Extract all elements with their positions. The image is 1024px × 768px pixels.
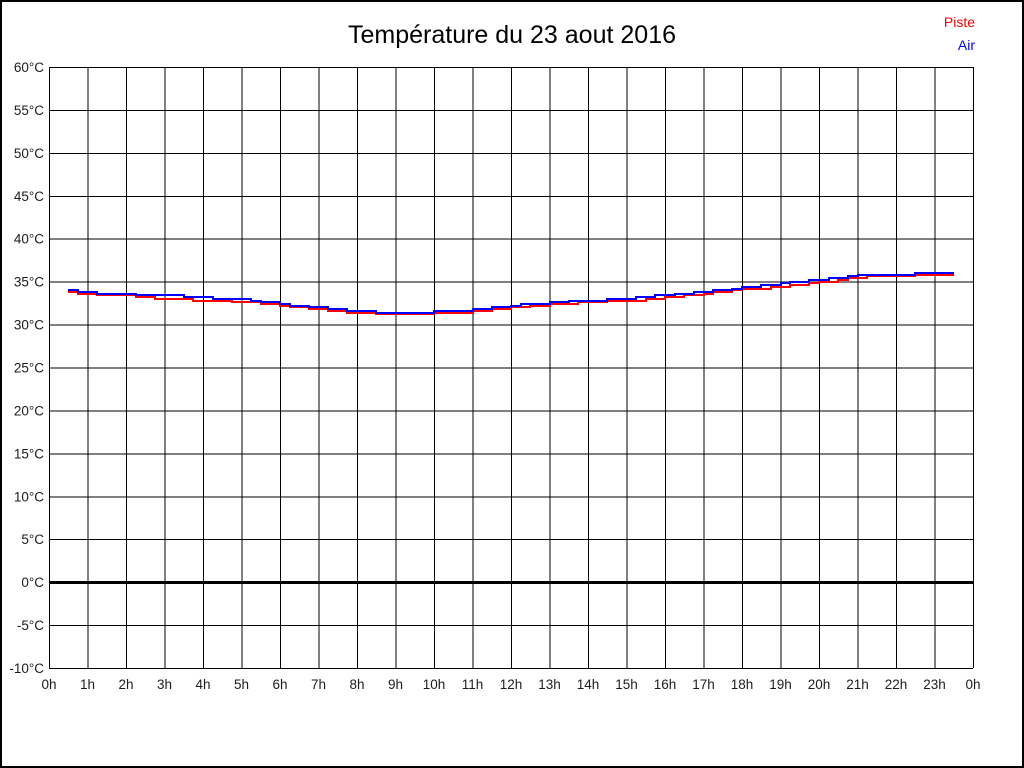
x-tick-label: 21h: [846, 677, 869, 692]
y-tick-label: -10°C: [9, 661, 44, 676]
legend-item-air: Air: [944, 34, 975, 57]
y-tick-label: 15°C: [14, 446, 44, 461]
grid: [49, 67, 974, 669]
x-tick-label: 3h: [157, 677, 172, 692]
x-tick-label: 5h: [234, 677, 249, 692]
series-line-air: [68, 271, 954, 315]
x-tick-label: 8h: [349, 677, 364, 692]
legend: Piste Air: [944, 11, 975, 57]
legend-label-air: Air: [957, 37, 975, 53]
y-tick-label: 30°C: [14, 318, 44, 333]
x-tick-label: 10h: [423, 677, 446, 692]
y-tick-label: 60°C: [14, 60, 44, 75]
x-tick-label: 15h: [615, 677, 638, 692]
y-tick-label: 40°C: [14, 232, 44, 247]
x-tick-label: 11h: [462, 677, 484, 692]
y-tick-label: 25°C: [14, 361, 44, 376]
x-tick-label: 18h: [731, 677, 754, 692]
x-tick-label: 9h: [388, 677, 403, 692]
legend-item-piste: Piste: [944, 11, 975, 34]
x-tick-label: 2h: [118, 677, 133, 692]
x-tick-label: 13h: [538, 677, 561, 692]
x-tick-label: 7h: [311, 677, 326, 692]
y-tick-label: 55°C: [14, 103, 44, 118]
y-tick-label: 0°C: [21, 575, 44, 590]
y-tick-label: 45°C: [14, 189, 44, 204]
x-tick-label: 19h: [769, 677, 792, 692]
x-tick-label: 6h: [272, 677, 287, 692]
x-tick-label: 12h: [500, 677, 523, 692]
legend-label-piste: Piste: [943, 14, 975, 30]
x-tick-label: 20h: [808, 677, 831, 692]
x-tick-label: 17h: [692, 677, 715, 692]
x-tick-label: 22h: [885, 677, 908, 692]
x-tick-label: 0h: [41, 677, 56, 692]
x-axis-labels: 0h 1h 2h 3h 4h 5h 6h 7h 8h 9h 10h 11h 12h 13h 14h 15h 16…: [41, 677, 980, 692]
x-tick-label: 23h: [923, 677, 946, 692]
x-tick-label: 4h: [195, 677, 210, 692]
y-tick-label: 10°C: [14, 489, 44, 504]
x-tick-label: 14h: [577, 677, 600, 692]
y-tick-label: 35°C: [14, 275, 44, 290]
chart-title: Température du 23 aout 2016: [347, 21, 676, 49]
x-tick-label: 0h: [965, 677, 980, 692]
y-tick-label: 50°C: [14, 146, 44, 161]
y-tick-label: 20°C: [14, 403, 44, 418]
x-tick-label: 16h: [654, 677, 677, 692]
y-tick-label: 5°C: [21, 532, 44, 547]
y-tick-label: -5°C: [17, 618, 44, 633]
x-tick-label: 1h: [80, 677, 95, 692]
y-axis-labels: 60°C 55°C 50°C 45°C 40°C 35°C 30°C 25°C 20°C 15°C…: [9, 60, 44, 676]
